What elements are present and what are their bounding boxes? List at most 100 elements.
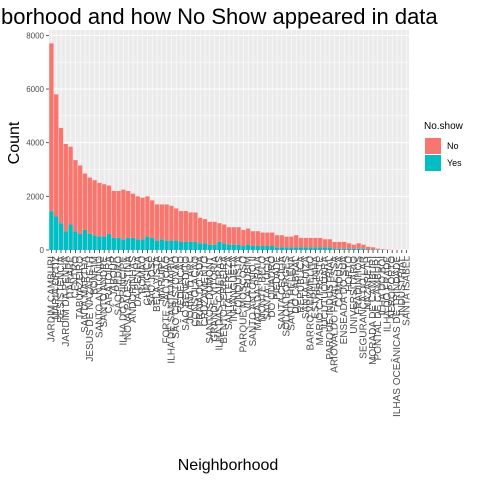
- bar-no: [145, 196, 150, 237]
- legend-swatch: [425, 138, 441, 154]
- bar-yes: [130, 237, 136, 250]
- bar-yes: [178, 241, 184, 250]
- bar-yes: [92, 235, 97, 250]
- x-tick-label: SANTO ANTÔNIO: [92, 256, 105, 338]
- bar-no: [313, 237, 318, 248]
- bar-yes: [231, 244, 236, 250]
- x-tick-label: SÃO CRISTÓVÃO: [169, 256, 182, 339]
- bar-yes: [145, 236, 150, 250]
- bar-yes: [351, 248, 356, 250]
- bar-no: [217, 223, 222, 242]
- x-tick-label: ROMÃO: [136, 256, 149, 294]
- y-axis-ticks: 0 2000 4000 6000 8000: [26, 31, 49, 255]
- bar-no: [130, 193, 136, 238]
- bar-no: [260, 232, 265, 246]
- x-tick-label: SANTA CECÍLIA: [275, 256, 288, 330]
- bar-yes: [159, 239, 164, 250]
- bar-yes: [73, 231, 78, 250]
- bar-yes: [164, 240, 169, 250]
- bar-yes: [78, 233, 83, 250]
- bar-yes: [49, 211, 54, 250]
- bar-no: [231, 227, 236, 245]
- x-tick-label: PIEDADE: [272, 256, 283, 300]
- bar-no: [106, 185, 112, 234]
- x-tick-label: ILHA DE SANTA MARIA: [166, 256, 177, 364]
- bar-yes: [150, 237, 155, 250]
- bar-yes: [289, 247, 294, 250]
- bar-no: [270, 232, 275, 246]
- bar-no: [351, 244, 356, 249]
- x-tick-label: DA PENHA: [133, 256, 144, 307]
- bar-yes: [126, 237, 131, 250]
- x-tick-label: JESUS DE NAZARETH: [85, 256, 96, 362]
- bar-no: [255, 231, 260, 246]
- bar-no: [322, 239, 328, 248]
- bar-yes: [303, 247, 308, 250]
- x-tick-label: COMDUSA: [334, 256, 345, 307]
- bar-no: [183, 211, 188, 242]
- bar-no: [236, 227, 241, 245]
- bar-yes: [226, 244, 232, 250]
- bar-yes: [82, 229, 88, 250]
- bar-yes: [342, 248, 347, 250]
- x-tick-label: ENSEADA DO SUÁ: [337, 256, 350, 345]
- x-tick-label: SANTA LÚCIA: [260, 256, 273, 321]
- bar-no: [327, 239, 332, 248]
- x-tick-label: GRANDE VITÓRIA: [208, 256, 221, 342]
- x-tick-label: JABOUR: [109, 256, 120, 297]
- bar-yes: [284, 247, 289, 250]
- bar-yes: [63, 231, 68, 250]
- x-tick-label: BELA VISTA: [152, 256, 163, 312]
- legend-swatch: [425, 155, 441, 171]
- bar-yes: [58, 223, 64, 250]
- x-tick-label: FRADINHOS: [354, 256, 365, 315]
- bar-no: [241, 229, 246, 246]
- bar-yes: [270, 245, 275, 250]
- bar-no: [332, 241, 337, 249]
- x-tick-label: MORADA DE CAMBURI: [368, 256, 379, 365]
- x-tick-label: SÃO PEDRO: [112, 256, 125, 316]
- bar-no: [58, 127, 64, 224]
- x-tick-label: CENTRO: [70, 256, 81, 298]
- y-tick-label: 2000: [26, 192, 44, 201]
- bar-yes: [97, 236, 102, 250]
- bar-yes: [260, 245, 265, 250]
- x-tick-label: INDUSTRIAL: [397, 256, 408, 316]
- bar-yes: [202, 243, 208, 250]
- y-tick-label: 0: [40, 246, 45, 255]
- bar-no: [375, 248, 380, 250]
- bar-no: [178, 211, 184, 242]
- bar-yes: [111, 237, 116, 250]
- bar-yes: [102, 236, 107, 250]
- x-tick-label: SANTA LUÍZA: [299, 256, 312, 319]
- y-axis-label: Count: [6, 121, 23, 164]
- bar-yes: [279, 247, 284, 250]
- x-tick-label: MONTE BELO: [258, 256, 269, 322]
- x-tick-label: RESISTÊNCIA: [54, 256, 67, 323]
- x-tick-label: AEROPORTO: [387, 256, 398, 320]
- bar-yes: [121, 239, 126, 250]
- bar-yes: [370, 249, 376, 250]
- bar-no: [279, 235, 284, 248]
- bar-no: [250, 231, 256, 246]
- bar-no: [370, 247, 376, 250]
- bar-no: [284, 236, 289, 248]
- x-tick-label: VILA RUBIM: [243, 256, 254, 312]
- bar-no: [356, 243, 361, 249]
- bar-yes: [154, 240, 160, 250]
- bar-no: [154, 204, 160, 241]
- bar-no: [63, 144, 68, 232]
- x-tick-label: SANTOS DUMONT: [205, 256, 216, 344]
- bar-yes: [188, 241, 193, 250]
- bar-yes: [265, 245, 270, 250]
- x-tick-label: CARATOÍRA: [102, 256, 115, 314]
- x-tick-label: REDENÇÃO: [174, 256, 187, 313]
- bar-yes: [337, 248, 342, 250]
- x-tick-label: SANTO ANDRÉ: [97, 256, 110, 328]
- x-tick-label: TABUAZEIRO: [75, 256, 86, 319]
- bar-yes: [193, 241, 198, 250]
- bar-yes: [346, 248, 352, 250]
- bar-no: [366, 246, 371, 250]
- x-tick-label: JARDIM CAMBURI: [46, 256, 57, 342]
- y-tick-label: 8000: [26, 31, 44, 40]
